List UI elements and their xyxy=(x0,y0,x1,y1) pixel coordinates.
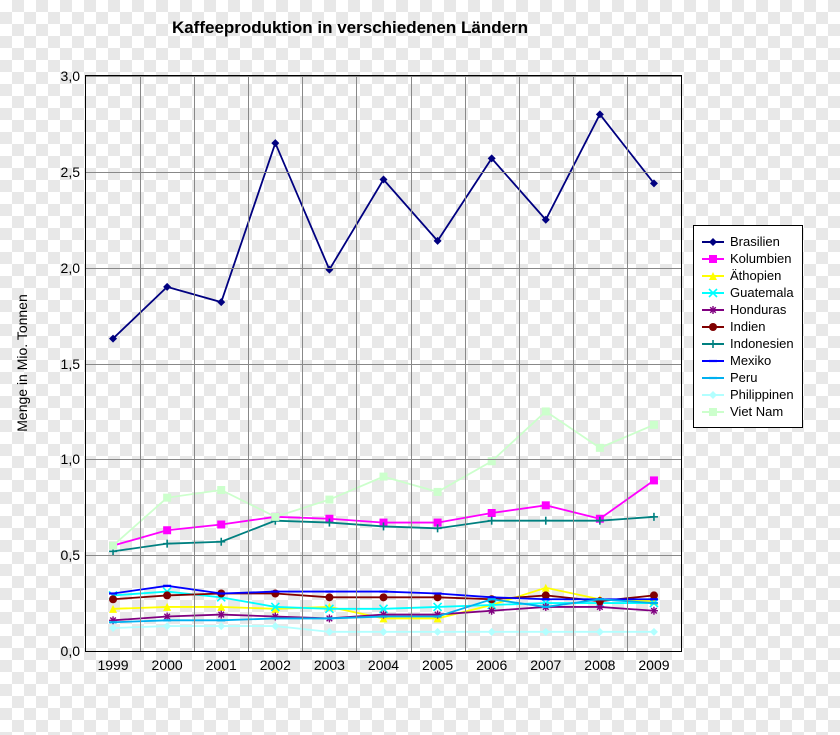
chart-container: Kaffeeproduktion in verschiedenen Länder… xyxy=(0,0,840,735)
legend-item: Philippinen xyxy=(702,387,794,402)
legend-item: Kolumbien xyxy=(702,251,794,266)
x-tick-label: 2007 xyxy=(530,657,561,673)
legend-swatch-icon xyxy=(702,355,724,367)
gridline-v xyxy=(519,76,520,651)
series-brasilien xyxy=(109,110,658,342)
y-tick-label: 0,5 xyxy=(61,547,80,563)
x-tick-label: 2004 xyxy=(368,657,399,673)
series-philippinen xyxy=(109,622,658,636)
legend-label: Philippinen xyxy=(730,387,794,402)
gridline-h xyxy=(86,364,681,365)
x-tick-label: 2006 xyxy=(476,657,507,673)
y-tick-label: 2,5 xyxy=(61,164,80,180)
legend-swatch-icon xyxy=(702,372,724,384)
legend-label: Peru xyxy=(730,370,757,385)
legend-item: Mexiko xyxy=(702,353,794,368)
legend-label: Guatemala xyxy=(730,285,794,300)
gridline-v xyxy=(248,76,249,651)
plot-area: 0,00,51,01,52,02,53,01999200020012002200… xyxy=(85,75,682,652)
legend-swatch-icon xyxy=(702,236,724,248)
y-tick-label: 0,0 xyxy=(61,643,80,659)
legend-label: Äthopien xyxy=(730,268,781,283)
legend-label: Kolumbien xyxy=(730,251,791,266)
legend-item: Indonesien xyxy=(702,336,794,351)
legend-item: Viet Nam xyxy=(702,404,794,419)
legend-swatch-icon xyxy=(702,270,724,282)
gridline-h xyxy=(86,268,681,269)
x-tick-label: 2000 xyxy=(152,657,183,673)
gridline-v xyxy=(302,76,303,651)
legend-swatch-icon xyxy=(702,287,724,299)
gridline-h xyxy=(86,172,681,173)
legend-label: Indonesien xyxy=(730,336,794,351)
legend-swatch-icon xyxy=(702,253,724,265)
gridline-v xyxy=(411,76,412,651)
legend-label: Indien xyxy=(730,319,765,334)
legend-swatch-icon xyxy=(702,321,724,333)
legend-label: Brasilien xyxy=(730,234,780,249)
y-tick-label: 3,0 xyxy=(61,68,80,84)
x-tick-label: 1999 xyxy=(97,657,128,673)
legend-swatch-icon xyxy=(702,406,724,418)
legend-swatch-icon xyxy=(702,304,724,316)
x-tick-label: 2005 xyxy=(422,657,453,673)
legend-item: Guatemala xyxy=(702,285,794,300)
gridline-v xyxy=(465,76,466,651)
gridline-v xyxy=(140,76,141,651)
legend-label: Mexiko xyxy=(730,353,771,368)
legend-label: Viet Nam xyxy=(730,404,783,419)
legend: Brasilien Kolumbien Äthopien Guatemala Hondu… xyxy=(693,225,803,428)
legend-item: Peru xyxy=(702,370,794,385)
gridline-h xyxy=(86,76,681,77)
x-tick-label: 2003 xyxy=(314,657,345,673)
legend-swatch-icon xyxy=(702,338,724,350)
legend-item: Honduras xyxy=(702,302,794,317)
legend-label: Honduras xyxy=(730,302,786,317)
y-tick-label: 1,5 xyxy=(61,356,80,372)
y-tick-label: 1,0 xyxy=(61,451,80,467)
gridline-v xyxy=(356,76,357,651)
gridline-h xyxy=(86,459,681,460)
legend-swatch-icon xyxy=(702,389,724,401)
legend-item: Äthopien xyxy=(702,268,794,283)
chart-title: Kaffeeproduktion in verschiedenen Länder… xyxy=(0,18,700,38)
x-tick-label: 2009 xyxy=(638,657,669,673)
x-tick-label: 2008 xyxy=(584,657,615,673)
x-tick-label: 2001 xyxy=(206,657,237,673)
series-kolumbien xyxy=(109,476,658,549)
gridline-v xyxy=(573,76,574,651)
gridline-v xyxy=(627,76,628,651)
x-tick-label: 2002 xyxy=(260,657,291,673)
legend-item: Brasilien xyxy=(702,234,794,249)
y-tick-label: 2,0 xyxy=(61,260,80,276)
gridline-v xyxy=(194,76,195,651)
gridline-h xyxy=(86,555,681,556)
legend-item: Indien xyxy=(702,319,794,334)
y-axis-label: Menge in Mio. Tonnen xyxy=(14,294,30,432)
